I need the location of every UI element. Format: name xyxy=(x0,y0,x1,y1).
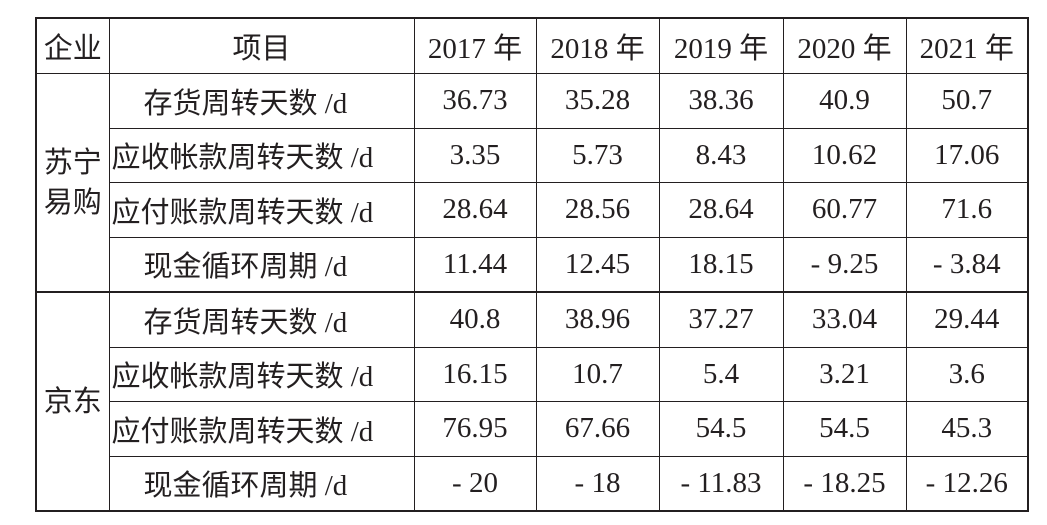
value-cell: 37.27 xyxy=(658,291,784,348)
value-cell: 38.96 xyxy=(535,291,660,348)
value-cell: - 3.84 xyxy=(905,236,1029,293)
header-cell: 2017 年 xyxy=(413,17,537,74)
table-row: 应付账款周转天数 /d 76.95 67.66 54.5 54.5 45.3 xyxy=(36,401,1029,457)
value-cell: 8.43 xyxy=(658,127,784,183)
value-cell: 28.64 xyxy=(658,182,784,238)
table-header: 企业 项目 2017 年 2018 年 2019 年 2020 年 2021 年 xyxy=(35,17,1029,74)
item-cell: 现金循环周期 /d xyxy=(108,455,415,512)
group-cell: 京东 xyxy=(35,291,110,512)
header-cell: 2020 年 xyxy=(782,17,907,74)
value-cell: 29.44 xyxy=(905,291,1029,348)
value-cell: 35.28 xyxy=(535,73,660,129)
value-cell: 3.21 xyxy=(782,346,907,402)
item-cell: 应收帐款周转天数 /d xyxy=(108,127,415,183)
table-row: 应收帐款周转天数 /d 3.35 5.73 8.43 10.62 17.06 xyxy=(36,127,1029,183)
value-cell: 5.4 xyxy=(658,346,784,402)
value-cell: - 18.25 xyxy=(782,455,907,512)
header-cell: 项目 xyxy=(108,17,415,74)
value-cell: 28.56 xyxy=(535,182,660,238)
value-cell: 76.95 xyxy=(413,401,537,457)
value-cell: 40.9 xyxy=(782,73,907,129)
item-cell: 应收帐款周转天数 /d xyxy=(108,346,415,402)
item-cell: 现金循环周期 /d xyxy=(108,236,415,293)
value-cell: 3.35 xyxy=(413,127,537,183)
value-cell: 16.15 xyxy=(413,346,537,402)
item-cell: 存货周转天数 /d xyxy=(108,73,415,129)
value-cell: - 9.25 xyxy=(782,236,907,293)
value-cell: 10.62 xyxy=(782,127,907,183)
value-cell: 45.3 xyxy=(905,401,1029,457)
value-cell: - 20 xyxy=(413,455,537,512)
value-cell: - 18 xyxy=(535,455,660,512)
header-cell: 2019 年 xyxy=(658,17,784,74)
value-cell: 67.66 xyxy=(535,401,660,457)
item-cell: 应付账款周转天数 /d xyxy=(108,401,415,457)
header-cell: 企业 xyxy=(35,17,110,74)
value-cell: - 12.26 xyxy=(905,455,1029,512)
table-row: 应收帐款周转天数 /d 16.15 10.7 5.4 3.21 3.6 xyxy=(36,346,1029,402)
value-cell: 11.44 xyxy=(413,236,537,293)
value-cell: 60.77 xyxy=(782,182,907,238)
table-body: 苏宁易购 存货周转天数 /d 36.73 35.28 38.36 40.9 50.7 应收帐款… xyxy=(35,73,1029,512)
item-cell: 存货周转天数 /d xyxy=(108,291,415,348)
value-cell: 28.64 xyxy=(413,182,537,238)
value-cell: - 11.83 xyxy=(658,455,784,512)
table-row: 苏宁易购 存货周转天数 /d 36.73 35.28 38.36 40.9 50.7 xyxy=(35,73,1029,293)
value-cell: 18.15 xyxy=(658,236,784,293)
header-cell: 2018 年 xyxy=(535,17,660,74)
value-cell: 12.45 xyxy=(535,236,660,293)
value-cell: 54.5 xyxy=(658,401,784,457)
value-cell: 5.73 xyxy=(535,127,660,183)
table-row: 现金循环周期 /d - 20- 18- 11.83- 18.25- 12.26 xyxy=(36,455,1029,512)
value-cell: 38.36 xyxy=(658,73,784,129)
table-row: 应付账款周转天数 /d 28.64 28.56 28.64 60.77 71.6 xyxy=(36,182,1029,238)
value-cell: 40.8 xyxy=(413,291,537,348)
value-cell: 36.73 xyxy=(413,73,537,129)
table-row: 京东 存货周转天数 /d 40.8 38.96 37.27 33.04 29.44 xyxy=(35,291,1029,512)
value-cell: 50.7 xyxy=(905,73,1029,129)
value-cell: 71.6 xyxy=(905,182,1029,238)
table-row: 现金循环周期 /d 11.44 12.45 18.15- 9.25- 3.84 xyxy=(36,236,1029,293)
item-cell: 应付账款周转天数 /d xyxy=(108,182,415,238)
value-cell: 33.04 xyxy=(782,291,907,348)
value-cell: 54.5 xyxy=(782,401,907,457)
value-cell: 17.06 xyxy=(905,127,1029,183)
data-table: 企业 项目 2017 年 2018 年 2019 年 2020 年 2021 年 苏宁易购存… xyxy=(35,17,1029,512)
value-cell: 3.6 xyxy=(905,346,1029,402)
header-row: 企业 项目 2017 年 2018 年 2019 年 2020 年 2021 年 xyxy=(35,17,1029,74)
header-cell: 2021 年 xyxy=(905,17,1029,74)
value-cell: 10.7 xyxy=(535,346,660,402)
group-cell: 苏宁易购 xyxy=(35,73,110,293)
